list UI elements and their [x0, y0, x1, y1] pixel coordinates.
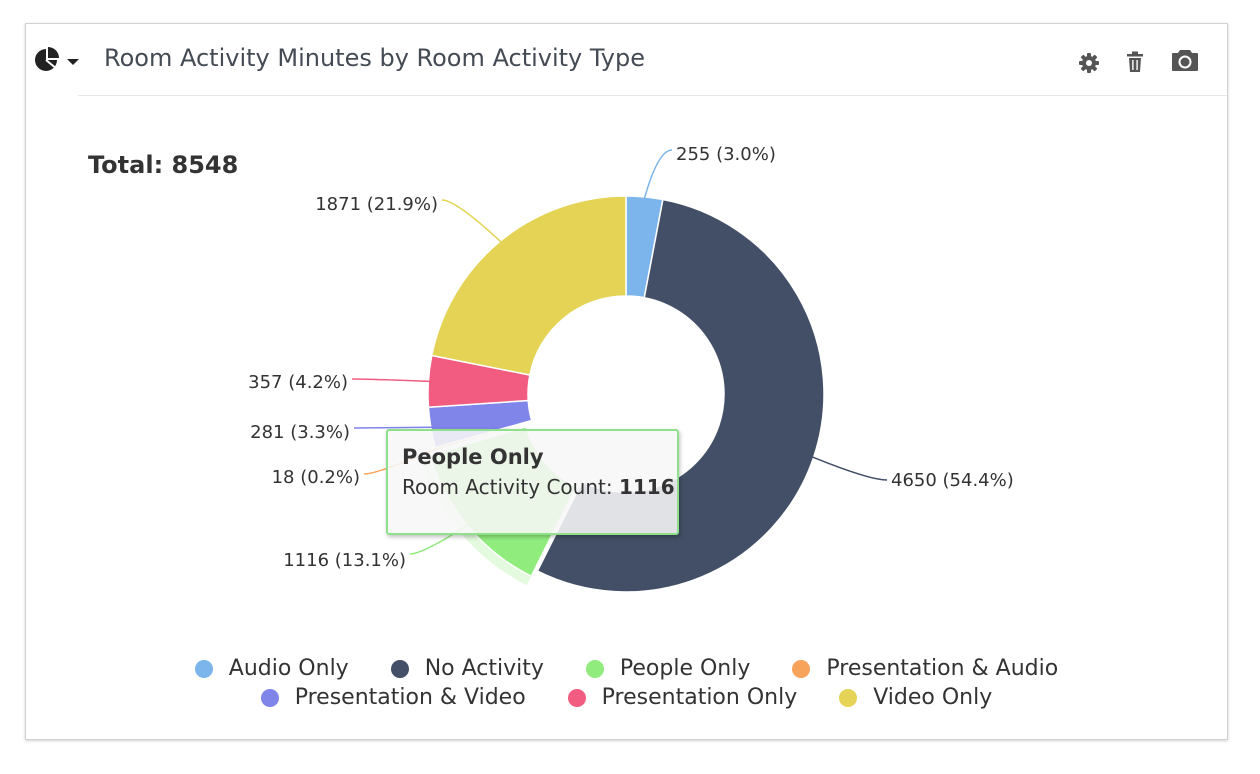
card-header: Room Activity Minutes by Room Activity T… — [26, 24, 1227, 96]
data-label-presentation-and-video: 281 (3.3%) — [250, 422, 350, 443]
tooltip-line: Room Activity Count: 1116 — [402, 475, 677, 499]
legend-item-video-only[interactable]: Video Only — [839, 685, 992, 710]
legend-item-presentation-and-video[interactable]: Presentation & Video — [260, 685, 526, 710]
legend-item-people-only[interactable]: People Only — [585, 656, 751, 681]
tooltip-label: Room Activity Count: — [402, 475, 619, 499]
legend-item-audio-only[interactable]: Audio Only — [194, 656, 349, 681]
legend-marker — [567, 688, 586, 707]
tooltip-title: People Only — [402, 445, 544, 469]
gear-icon[interactable] — [1078, 52, 1100, 78]
connector-audio-only — [643, 149, 673, 200]
tooltip-value: 1116 — [618, 475, 675, 499]
chart-tooltip: People Only Room Activity Count: 1116 — [386, 429, 679, 535]
legend-row: Audio Only No Activity People Only Presenta… — [194, 656, 1058, 681]
data-label-no-activity: 4650 (54.4%) — [891, 470, 1014, 491]
trash-icon[interactable] — [1126, 51, 1144, 77]
pie-chart-icon — [34, 46, 60, 76]
legend-label: Presentation Only — [601, 685, 798, 710]
legend-row: Presentation & Video Presentation Only Vid… — [260, 685, 992, 710]
data-label-audio-only: 255 (3.0%) — [676, 144, 776, 165]
data-label-video-only: 1871 (21.9%) — [315, 194, 438, 215]
legend-item-no-activity[interactable]: No Activity — [390, 656, 544, 681]
data-label-presentation-only: 357 (4.2%) — [248, 372, 348, 393]
legend-marker — [839, 688, 858, 707]
chart-legend: Audio Only No Activity People Only Presenta… — [26, 656, 1227, 710]
donut-chart: 255 (3.0%) 4650 (54.4%) 1116 (13.1%) 18 (0.… — [248, 144, 1014, 593]
legend-label: Presentation & Audio — [826, 656, 1059, 681]
chart-card: Room Activity Minutes by Room Activity T… — [25, 23, 1228, 740]
legend-marker — [585, 659, 604, 678]
chart-type-menu[interactable] — [34, 46, 80, 76]
legend-label: Presentation & Video — [294, 685, 526, 710]
connector-video-only — [441, 199, 503, 244]
camera-icon[interactable] — [1171, 47, 1199, 77]
slice-video-only[interactable] — [430, 195, 627, 376]
legend-marker — [792, 659, 811, 678]
connector-presentation-and-video — [353, 426, 433, 429]
legend-label: People Only — [619, 656, 751, 681]
legend-label: No Activity — [424, 656, 544, 681]
chart-title: Room Activity Minutes by Room Activity T… — [104, 44, 646, 72]
data-label-people-only: 1116 (13.1%) — [283, 550, 406, 571]
total-label: Total: 8548 — [88, 151, 239, 179]
legend-marker — [390, 659, 409, 678]
data-label-presentation-and-audio: 18 (0.2%) — [272, 467, 360, 488]
legend-marker — [260, 688, 279, 707]
connector-no-activity — [811, 456, 888, 481]
connector-presentation-only — [351, 378, 431, 383]
legend-item-presentation-only[interactable]: Presentation Only — [567, 685, 798, 710]
legend-label: Video Only — [873, 685, 993, 710]
caret-down-icon — [66, 52, 80, 71]
legend-marker — [194, 659, 213, 678]
legend-item-presentation-and-audio[interactable]: Presentation & Audio — [792, 656, 1058, 681]
legend-label: Audio Only — [228, 656, 349, 681]
header-divider — [78, 95, 1227, 96]
